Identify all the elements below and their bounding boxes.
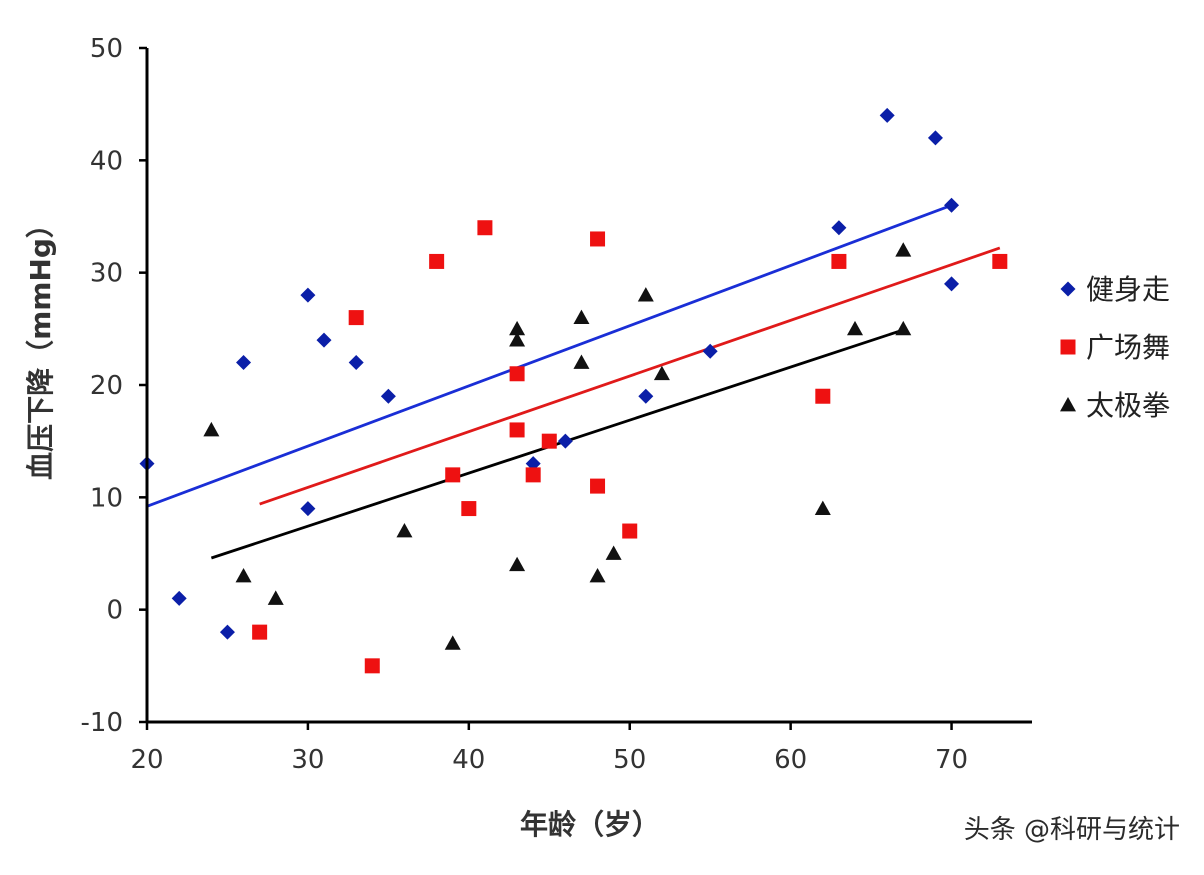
trend-line bbox=[259, 246, 1001, 506]
legend-label: 健身走 bbox=[1086, 273, 1170, 306]
data-point bbox=[203, 421, 220, 437]
data-point bbox=[316, 332, 332, 348]
data-point bbox=[509, 556, 526, 572]
data-point bbox=[267, 590, 284, 605]
data-point bbox=[444, 635, 461, 650]
data-point bbox=[590, 231, 606, 247]
data-point bbox=[364, 658, 380, 674]
watermark-text: 头条 @科研与统计 bbox=[964, 815, 1180, 845]
x-axis-title: 年龄（岁） bbox=[520, 808, 660, 841]
data-point bbox=[509, 320, 526, 336]
data-point bbox=[831, 253, 847, 269]
trend-line bbox=[210, 328, 904, 560]
data-point bbox=[219, 624, 235, 640]
data-point bbox=[348, 355, 364, 371]
x-tick-label: 70 bbox=[935, 745, 968, 775]
data-point bbox=[235, 567, 252, 583]
data-point bbox=[445, 467, 461, 483]
legend-label: 太极拳 bbox=[1086, 389, 1170, 422]
data-point bbox=[300, 501, 316, 517]
data-point bbox=[396, 523, 413, 538]
x-tick-label: 60 bbox=[774, 745, 807, 775]
data-point bbox=[605, 545, 622, 560]
data-point bbox=[879, 107, 895, 123]
data-points bbox=[139, 107, 1008, 674]
axes bbox=[139, 46, 1032, 730]
x-tick-label: 20 bbox=[130, 745, 163, 775]
legend-marker bbox=[1060, 339, 1076, 355]
trend-line bbox=[146, 203, 953, 508]
data-point bbox=[927, 130, 943, 146]
legend-marker bbox=[1060, 397, 1076, 412]
data-point bbox=[252, 624, 268, 640]
data-point bbox=[573, 354, 590, 369]
y-tick-label: 50 bbox=[90, 34, 123, 64]
data-point bbox=[653, 365, 670, 381]
data-point bbox=[815, 388, 831, 404]
data-point bbox=[236, 355, 252, 371]
data-point bbox=[637, 287, 654, 302]
data-point bbox=[429, 253, 445, 269]
data-point bbox=[171, 590, 187, 606]
data-point bbox=[622, 523, 638, 539]
data-point bbox=[944, 276, 960, 292]
trend-lines bbox=[146, 203, 1001, 560]
data-point bbox=[895, 242, 912, 257]
data-point bbox=[831, 220, 847, 236]
legend-marker bbox=[1060, 281, 1076, 297]
data-point bbox=[300, 287, 316, 303]
data-point bbox=[992, 253, 1008, 269]
data-point bbox=[509, 422, 525, 438]
x-tick-label: 40 bbox=[452, 745, 485, 775]
y-tick-label: 40 bbox=[90, 146, 123, 176]
data-point bbox=[380, 388, 396, 404]
data-point bbox=[944, 197, 960, 213]
data-point bbox=[477, 220, 493, 236]
data-point bbox=[557, 433, 573, 449]
data-point bbox=[590, 478, 606, 494]
data-point bbox=[895, 320, 912, 336]
data-point bbox=[509, 366, 525, 382]
tick-labels: -10 0 10 20 30 40 50 20 30 40 50 60 70 bbox=[81, 34, 969, 775]
y-axis-title: 血压下降（mmHg） bbox=[24, 210, 57, 480]
data-point bbox=[541, 433, 557, 449]
data-point bbox=[589, 567, 606, 583]
data-point bbox=[814, 500, 831, 515]
data-point bbox=[638, 388, 654, 404]
y-tick-label: 30 bbox=[90, 259, 123, 289]
x-tick-label: 50 bbox=[613, 745, 646, 775]
y-tick-label: 0 bbox=[106, 596, 123, 626]
data-point bbox=[509, 332, 526, 347]
data-point bbox=[573, 309, 590, 324]
data-point bbox=[847, 320, 863, 336]
data-point bbox=[525, 467, 541, 483]
data-point bbox=[702, 343, 718, 359]
legend-label: 广场舞 bbox=[1086, 331, 1170, 364]
y-tick-label: 20 bbox=[90, 371, 123, 401]
y-tick-label: -10 bbox=[81, 708, 123, 738]
data-point bbox=[461, 501, 477, 517]
data-point bbox=[348, 310, 364, 326]
x-tick-label: 30 bbox=[291, 745, 324, 775]
y-tick-label: 10 bbox=[90, 483, 123, 513]
